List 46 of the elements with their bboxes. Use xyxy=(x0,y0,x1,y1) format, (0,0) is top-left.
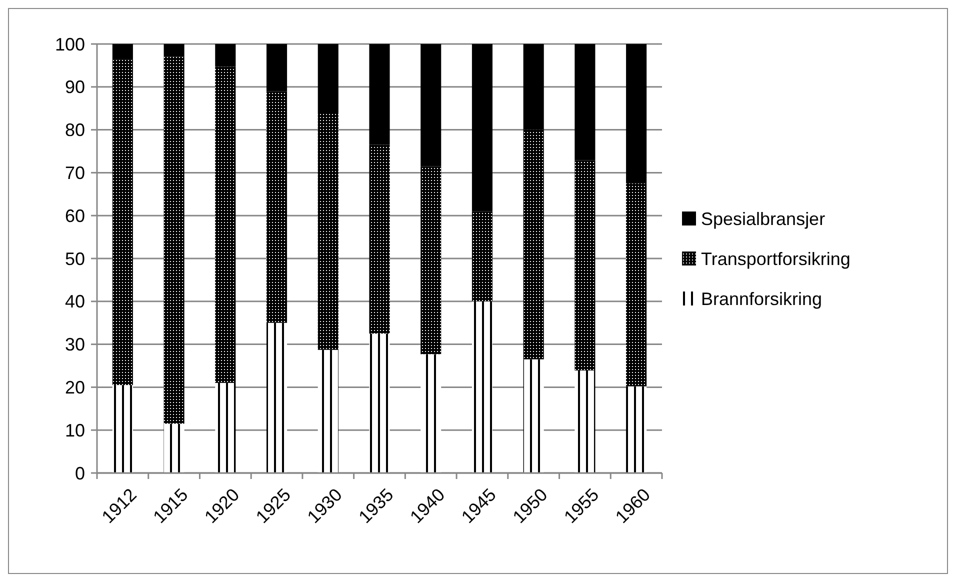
y-tick-label: 90 xyxy=(64,77,85,98)
bar xyxy=(215,44,236,67)
y-tick-label: 100 xyxy=(54,34,85,54)
y-tick-label: 50 xyxy=(64,248,85,269)
bar xyxy=(523,44,544,130)
bar xyxy=(472,211,492,302)
bar xyxy=(472,301,492,473)
bar xyxy=(266,322,288,473)
bar xyxy=(164,56,184,424)
bar xyxy=(164,44,184,57)
y-tick-label: 30 xyxy=(64,334,85,355)
y-tick-label: 60 xyxy=(64,206,85,226)
bar xyxy=(523,359,544,473)
bar xyxy=(112,44,133,60)
y-tick-label: 10 xyxy=(64,420,85,440)
bar xyxy=(266,91,288,323)
bar xyxy=(574,370,596,473)
bar xyxy=(318,350,338,473)
bar xyxy=(215,66,236,383)
y-tick-label: 40 xyxy=(64,292,85,312)
bar xyxy=(574,160,596,370)
bar xyxy=(420,166,442,354)
bar xyxy=(369,44,390,145)
bar xyxy=(472,44,492,212)
bar xyxy=(369,334,390,473)
bar xyxy=(369,144,390,334)
legend-label: Brannforsikring xyxy=(701,288,822,309)
bar xyxy=(626,386,647,473)
y-tick-label: 70 xyxy=(64,163,85,183)
bar xyxy=(420,44,442,166)
bar xyxy=(215,382,236,473)
y-tick-label: 0 xyxy=(74,463,85,484)
bar xyxy=(626,44,647,184)
y-tick-label: 80 xyxy=(64,120,85,140)
bar xyxy=(318,44,338,114)
bar xyxy=(523,130,544,360)
bar xyxy=(112,59,133,386)
legend-label: Spesialbransjer xyxy=(701,208,826,229)
bar xyxy=(164,424,184,473)
bar xyxy=(574,44,596,160)
bar xyxy=(266,44,288,92)
bar xyxy=(112,385,133,473)
bar xyxy=(626,183,647,386)
legend-label: Transportforsikring xyxy=(701,248,850,269)
y-tick-label: 20 xyxy=(64,378,85,398)
bar xyxy=(318,114,338,350)
